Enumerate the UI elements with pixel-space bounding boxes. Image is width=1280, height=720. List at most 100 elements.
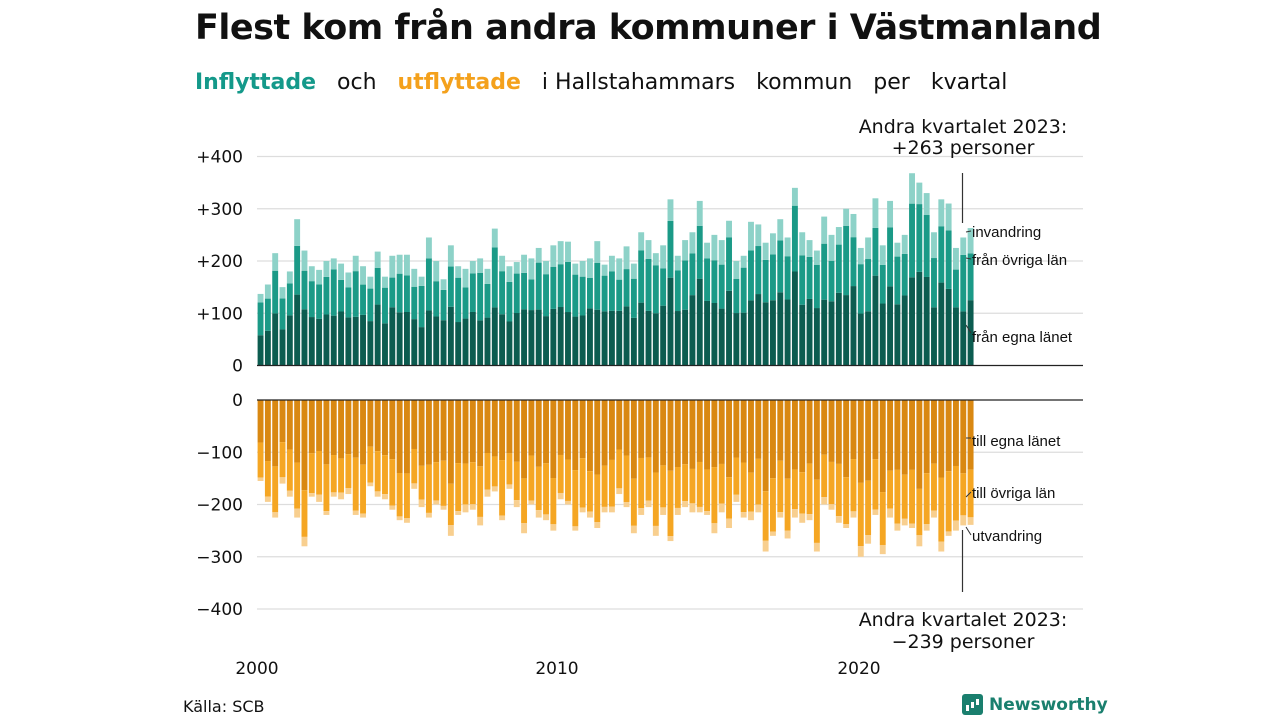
inflow-bar-other-counties [689,253,696,296]
inflow-bar-own-county [308,317,315,366]
inflow-bar-own-county [652,313,659,366]
outflow-bar-own-county [608,400,615,460]
outflow-bar-own-county [550,400,557,479]
inflow-bar-immigration [286,271,293,284]
outflow-bar-emigration [784,530,791,539]
series-label-leader [965,257,972,260]
inflow-bar-immigration [447,245,454,267]
inflow-bar-own-county [748,300,754,366]
outflow-bar-other-counties [791,469,798,510]
inflow-bar-immigration [272,253,279,271]
outflow-bar-own-county [352,400,359,458]
inflow-bar-other-counties [894,256,901,305]
outflow-bar-emigration [638,508,645,515]
inflow-bar-immigration [726,220,732,238]
inflow-bar-immigration [374,251,381,268]
inflow-bar-immigration [931,232,937,259]
outflow-bar-own-county [587,400,593,472]
outflow-bar-other-counties [813,479,820,543]
outflow-bar-own-county [316,400,323,451]
x-tick-label: 2010 [535,659,578,679]
outflow-bar-other-counties [689,468,696,504]
inflow-bar-immigration [418,276,425,286]
outflow-bar-other-counties [726,477,732,519]
outflow-bar-other-counties [953,465,959,521]
outflow-bar-own-county [404,400,410,474]
outflow-bar-other-counties [755,458,762,505]
inflow-bar-other-counties [513,273,520,314]
outflow-bar-own-county [323,400,330,465]
outflow-bar-emigration [389,505,396,510]
inflow-bar-own-county [770,300,776,366]
outflow-bar-other-counties [565,459,571,501]
subtitle-outflow: utflyttade [397,70,521,95]
inflow-bar-immigration [433,261,440,282]
inflow-bar-other-counties [601,275,608,312]
outflow-bar-other-counties [967,469,974,518]
inflow-bar-other-counties [587,277,593,309]
outflow-bar-other-counties [594,474,601,523]
outflow-bar-emigration [630,525,637,534]
inflow-bar-own-county [784,299,791,366]
inflow-bar-immigration [367,276,374,289]
outflow-bar-emigration [455,511,462,515]
inflow-bar-immigration [689,232,696,254]
inflow-bar-own-county [550,308,557,366]
outflow-bar-own-county [879,400,886,493]
inflow-bar-other-counties [264,298,271,331]
inflow-bar-own-county [506,321,513,366]
inflow-bar-immigration [572,263,579,275]
outflow-bar-own-county [477,400,484,467]
outflow-bar-emigration [718,503,725,513]
inflow-bar-immigration [469,261,476,274]
outflow-bar-emigration [572,526,579,531]
inflow-bar-immigration [462,268,469,288]
outflow-bar-emigration [579,507,586,513]
outflow-bar-other-counties [301,490,308,537]
inflow-bar-other-counties [440,289,447,321]
outflow-bar-own-county [931,400,937,464]
outflow-bar-other-counties [308,453,315,494]
outflow-bar-emigration [469,504,476,510]
outflow-bar-emigration [682,501,689,508]
outflow-bar-other-counties [499,460,506,516]
inflow-bar-own-county [689,295,696,366]
inflow-bar-immigration [352,255,359,272]
outflow-bar-emigration [872,509,879,515]
outflow-bar-emigration [770,531,776,536]
outflow-bar-other-counties [360,464,366,514]
outflow-bar-own-county [755,400,762,459]
outflow-bar-emigration [396,516,403,521]
outflow-bar-own-county [367,400,374,447]
outflow-bar-own-county [784,400,791,479]
inflow-bar-other-counties [565,261,571,313]
inflow-bar-other-counties [835,244,842,293]
inflow-bar-immigration [755,224,762,247]
outflow-bar-own-county [630,400,637,479]
outflow-bar-other-counties [667,470,674,537]
y-tick-label: −300 [196,548,243,568]
inflow-bar-immigration [813,250,820,265]
series-label-leader [965,324,972,334]
outflow-bar-other-counties [638,457,645,509]
outflow-bar-emigration [748,511,754,521]
inflow-bar-other-counties [660,268,667,306]
inflow-bar-other-counties [396,273,403,313]
inflow-bar-own-county [857,313,864,366]
outflow-bar-own-county [447,400,454,484]
inflow-bar-immigration [623,246,630,270]
outflow-bar-emigration [960,515,967,526]
outflow-bar-other-counties [513,461,520,501]
y-tick-label: −400 [196,600,243,620]
outflow-bar-emigration [411,483,418,489]
x-tick-label: 2020 [837,659,880,679]
inflow-bar-immigration [865,237,872,260]
subtitle-kommun: kommun [756,70,853,95]
outflow-bar-own-county [286,400,293,450]
inflow-bar-own-county [330,315,337,366]
inflow-bar-other-counties [447,266,454,307]
outflow-bar-own-county [696,400,703,462]
inflow-bar-other-counties [828,260,835,302]
outflow-bar-emigration [374,491,381,497]
y-tick-label: +200 [196,252,243,272]
